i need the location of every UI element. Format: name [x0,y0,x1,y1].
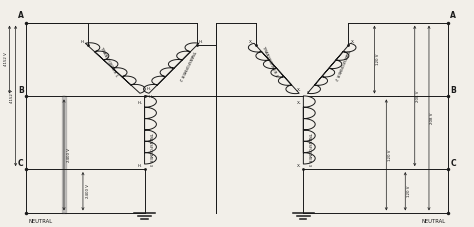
Text: 2400 V: 2400 V [86,184,90,198]
Text: 120 V: 120 V [407,185,410,197]
Text: TRANSFORMER 2: TRANSFORMER 2 [334,49,350,81]
Text: H₂: H₂ [148,95,153,99]
Text: TRANSFORMER 2: TRANSFORMER 2 [178,49,196,81]
Text: 208 V: 208 V [416,90,420,102]
Text: H₁: H₁ [199,40,204,44]
Text: 120 V: 120 V [376,54,380,65]
Text: NEUTRAL: NEUTRAL [421,219,446,224]
Text: TRANSFORMER 1: TRANSFORMER 1 [99,47,118,78]
Text: B: B [450,86,456,95]
Text: H₁: H₁ [137,164,142,168]
Text: H₃: H₃ [137,101,142,105]
Text: C: C [450,159,456,168]
Text: TRANSFORMER 3: TRANSFORMER 3 [148,133,152,166]
Text: X₂: X₂ [249,40,254,44]
Text: X₂: X₂ [307,91,311,95]
Text: 208 V: 208 V [430,112,434,124]
Text: TRANSFORMER 3: TRANSFORMER 3 [307,133,311,166]
Text: X₂: X₂ [297,88,301,92]
Text: B: B [18,86,24,95]
Text: X₁: X₁ [297,164,301,168]
Text: X₃: X₃ [297,101,301,105]
Text: H₂: H₂ [147,87,152,91]
Text: 2400 V: 2400 V [67,148,71,162]
Text: A: A [18,11,24,20]
Text: 4152 V: 4152 V [10,89,14,103]
Text: NEUTRAL: NEUTRAL [28,219,53,224]
Text: A: A [450,11,456,20]
Text: 4152 V: 4152 V [4,53,8,67]
Text: C: C [18,159,24,168]
Text: TRANSFORMER 1: TRANSFORMER 1 [261,46,278,78]
Text: X₁: X₁ [351,40,355,44]
Text: 120 V: 120 V [388,149,392,161]
Text: H₁: H₁ [81,40,85,44]
